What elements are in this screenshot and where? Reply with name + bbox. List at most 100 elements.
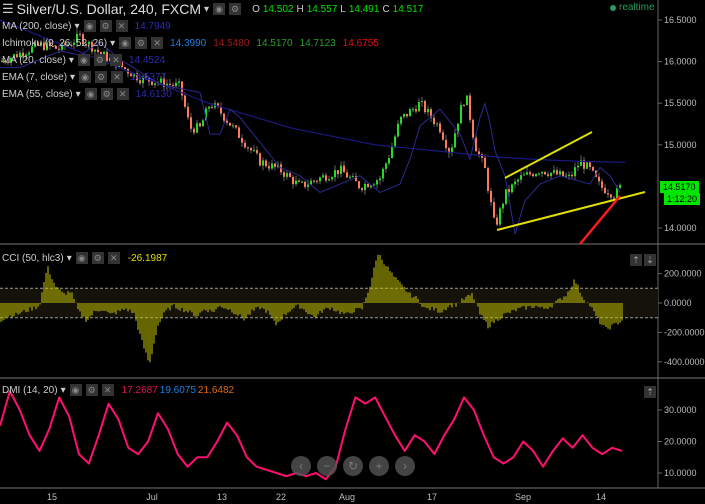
close-icon[interactable]: ✕ [115, 20, 128, 32]
candle [469, 95, 471, 120]
zoom-out-button[interactable]: − [317, 456, 337, 476]
candle [16, 54, 18, 58]
candle [511, 184, 513, 193]
y-tick-label: 16.0000 [664, 57, 697, 67]
candle [400, 116, 402, 124]
indicator-label[interactable]: Ichimoku (9, 26, 52, 26) [2, 37, 108, 49]
eye-icon[interactable]: ◉ [79, 71, 92, 83]
candle [274, 163, 276, 167]
candle [220, 106, 222, 114]
candle [52, 46, 54, 48]
ohlc-value: 14.491 [348, 3, 380, 15]
chevron-down-icon[interactable]: ▾ [66, 252, 72, 264]
candle [259, 153, 261, 166]
candle [193, 128, 195, 133]
gear-icon[interactable]: ⚙ [135, 37, 148, 49]
candle [67, 44, 69, 47]
eye-icon[interactable]: ◉ [69, 384, 82, 396]
indicator-label[interactable]: MA (20, close) [2, 54, 66, 66]
dmi-label[interactable]: DMI (14, 20) [2, 384, 58, 396]
candle [64, 43, 66, 47]
dmi-value: 19.6075 [159, 384, 196, 396]
candle [415, 109, 417, 112]
move-down-icon[interactable]: ⇣ [644, 254, 656, 266]
scroll-left-button[interactable]: ‹ [291, 456, 311, 476]
candle [391, 146, 393, 159]
candle [340, 165, 342, 174]
candle [97, 49, 99, 53]
candle [145, 76, 147, 78]
gear-icon[interactable]: ⚙ [91, 252, 104, 264]
indicator-value: 14.5480 [213, 37, 250, 49]
close-icon[interactable]: ✕ [101, 384, 114, 396]
ma20-line [0, 42, 621, 235]
cci-tick-label: -400.0000 [664, 357, 705, 367]
candle [175, 82, 177, 86]
gear-icon[interactable]: ⚙ [95, 71, 108, 83]
reset-button[interactable]: ↻ [343, 456, 363, 476]
candle [364, 183, 366, 190]
eye-icon[interactable]: ◉ [75, 252, 88, 264]
candle [25, 54, 27, 57]
zoom-in-button[interactable]: + [369, 456, 389, 476]
candle [283, 172, 285, 177]
chevron-down-icon[interactable]: ▾ [68, 54, 74, 66]
chevron-down-icon[interactable]: ▾ [110, 37, 116, 49]
trendline-red [579, 195, 621, 245]
candle [352, 176, 354, 178]
candle [55, 46, 57, 49]
eye-icon[interactable]: ◉ [213, 3, 226, 15]
gear-icon[interactable]: ⚙ [100, 88, 113, 100]
chevron-down-icon[interactable]: ▾ [70, 71, 76, 83]
candle [337, 170, 339, 174]
close-icon[interactable]: ✕ [111, 71, 124, 83]
indicator-label[interactable]: EMA (7, close) [2, 71, 68, 83]
candle [436, 123, 438, 125]
candle [49, 42, 51, 47]
candle [598, 176, 600, 182]
move-up-icon[interactable]: ⇡ [644, 386, 656, 398]
candle [367, 183, 369, 188]
candle [361, 188, 363, 190]
menu-icon[interactable]: ☰ [2, 1, 14, 16]
scroll-right-button[interactable]: › [395, 456, 415, 476]
close-icon[interactable]: ✕ [151, 37, 164, 49]
symbol-title[interactable]: Silver/U.S. Dollar, 240, FXCM [16, 1, 202, 17]
close-icon[interactable]: ✕ [109, 54, 122, 66]
candle [130, 73, 132, 77]
eye-icon[interactable]: ◉ [84, 88, 97, 100]
candle [619, 184, 621, 188]
candle [493, 202, 495, 218]
candle [397, 123, 399, 137]
indicator-label[interactable]: EMA (55, close) [2, 88, 73, 100]
candle [571, 174, 573, 177]
indicator-label[interactable]: MA (200, close) [2, 20, 72, 32]
eye-icon[interactable]: ◉ [83, 20, 96, 32]
cci-label[interactable]: CCI (50, hlc3) [2, 252, 64, 264]
close-icon[interactable]: ✕ [107, 252, 120, 264]
cci-tick-label: 0.0000 [664, 298, 692, 308]
chevron-down-icon[interactable]: ▾ [74, 20, 80, 32]
move-up-icon[interactable]: ⇡ [630, 254, 642, 266]
candle [13, 54, 15, 58]
gear-icon[interactable]: ⚙ [85, 384, 98, 396]
chevron-down-icon[interactable]: ▾ [75, 88, 81, 100]
candle [265, 160, 267, 167]
candle [613, 197, 615, 199]
close-icon[interactable]: ✕ [116, 88, 129, 100]
chevron-down-icon[interactable]: ▾ [204, 3, 210, 15]
candle [4, 60, 6, 63]
gear-icon[interactable]: ⚙ [229, 3, 242, 15]
chevron-down-icon[interactable]: ▾ [60, 384, 66, 396]
candle [520, 175, 522, 180]
candle [262, 160, 264, 166]
candle [568, 174, 570, 176]
eye-icon[interactable]: ◉ [77, 54, 90, 66]
eye-icon[interactable]: ◉ [119, 37, 132, 49]
y-tick-label: 15.5000 [664, 98, 697, 108]
gear-icon[interactable]: ⚙ [93, 54, 106, 66]
candle [607, 193, 609, 195]
gear-icon[interactable]: ⚙ [99, 20, 112, 32]
candle [487, 168, 489, 191]
